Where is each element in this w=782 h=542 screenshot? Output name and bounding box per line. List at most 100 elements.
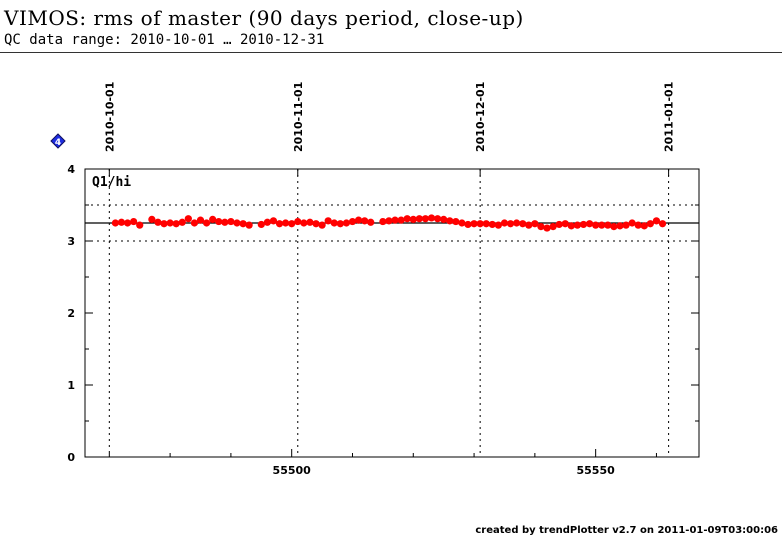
y-tick-label: 2 (67, 307, 75, 320)
data-point (634, 221, 642, 229)
data-point (567, 222, 575, 230)
data-point (452, 217, 460, 226)
x-tick-label: 55500 (273, 464, 312, 477)
data-point (513, 219, 521, 227)
data-point (385, 217, 393, 225)
data-point (123, 219, 132, 227)
data-point (646, 220, 654, 228)
data-point (640, 222, 648, 230)
data-point (488, 220, 496, 229)
data-point (269, 217, 278, 225)
data-point (233, 219, 241, 227)
date-gridlines (108, 169, 670, 457)
data-point (263, 218, 271, 226)
data-point (148, 215, 156, 223)
data-point (555, 220, 563, 229)
data-point (209, 215, 217, 223)
data-point (421, 215, 430, 223)
data-point (458, 219, 466, 227)
date-tick-label: 2010-12-01 (474, 82, 487, 152)
data-point (592, 221, 600, 229)
data-point (652, 217, 661, 225)
data-point (561, 220, 569, 228)
data-point (598, 221, 606, 229)
data-point (427, 214, 436, 222)
date-tick-label: 2011-01-01 (663, 82, 676, 152)
header-divider (0, 52, 782, 53)
data-point (239, 220, 247, 228)
data-point (245, 221, 253, 229)
data-point (154, 218, 162, 226)
data-point (403, 215, 411, 223)
data-point (221, 218, 229, 226)
data-point (275, 220, 284, 228)
data-point (348, 217, 357, 226)
data-point (658, 220, 667, 228)
y-tick-label: 1 (67, 379, 75, 392)
data-point (446, 217, 454, 225)
data-point (227, 217, 235, 226)
y-tick-label: 0 (67, 451, 75, 464)
data-point (415, 215, 423, 223)
data-point (525, 221, 533, 229)
footer-credit: created by trendPlotter v2.7 on 2011-01-… (475, 525, 778, 536)
badge-number: 4 (55, 138, 61, 148)
plot-frame (84, 168, 700, 458)
chart-subtitle: QC data range: 2010-10-01 … 2010-12-31 (4, 32, 325, 48)
data-point (190, 219, 199, 227)
data-point (178, 218, 186, 226)
data-points (111, 214, 667, 232)
data-point (397, 216, 405, 224)
data-point (506, 220, 515, 228)
data-point (604, 221, 612, 229)
data-point (324, 217, 332, 225)
panel-label: Q1/hi (92, 175, 131, 190)
data-point (494, 221, 502, 229)
data-point (361, 217, 369, 225)
data-point (282, 219, 290, 227)
data-point (257, 220, 265, 229)
data-point (379, 217, 387, 226)
data-point (543, 224, 551, 232)
data-point (330, 219, 338, 227)
data-point (482, 220, 490, 228)
data-point (367, 218, 375, 226)
data-point (306, 218, 314, 226)
data-point (215, 217, 223, 226)
data-point (440, 215, 448, 223)
data-point (537, 223, 545, 231)
data-point (300, 219, 308, 227)
data-point (288, 220, 296, 228)
data-point (616, 222, 624, 230)
x-tick-label: 55550 (577, 464, 616, 477)
data-point (573, 221, 582, 229)
data-point (166, 219, 174, 227)
y-tick-label: 4 (67, 163, 75, 176)
data-point (117, 218, 126, 226)
data-point (500, 219, 509, 227)
data-point (579, 220, 588, 229)
data-point (294, 217, 302, 226)
data-point (585, 220, 594, 228)
data-point (391, 216, 399, 224)
axis-ticks: 0 1 2 3 4 55500 55550 (67, 163, 699, 477)
data-point (354, 216, 363, 224)
data-point (160, 220, 168, 228)
date-tick-label: 2010-11-01 (292, 82, 305, 152)
data-point (184, 215, 192, 223)
data-point (336, 220, 344, 228)
data-point (342, 219, 351, 227)
diamond-badge-icon: 4 (50, 133, 66, 149)
date-tick-label: 2010-10-01 (103, 82, 116, 152)
y-tick-label: 3 (67, 235, 75, 248)
data-point (531, 220, 539, 228)
data-point (610, 223, 618, 231)
data-point (476, 220, 484, 228)
data-point (312, 220, 320, 228)
data-point (202, 219, 211, 227)
data-point (136, 221, 144, 229)
data-point (409, 215, 417, 223)
data-point (519, 220, 527, 228)
data-point (130, 217, 138, 226)
